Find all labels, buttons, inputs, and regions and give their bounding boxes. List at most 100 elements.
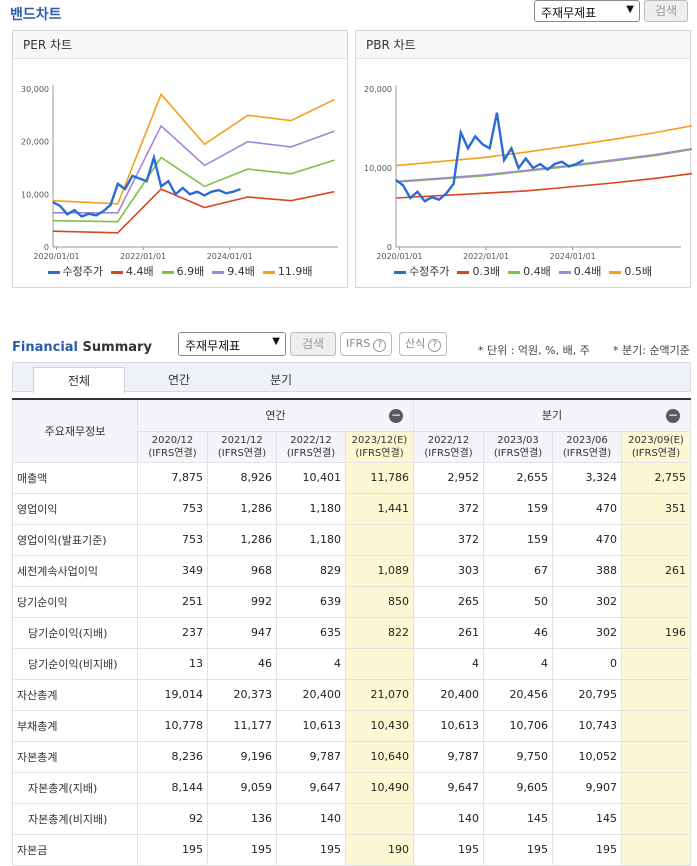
value-cell: 11,177 bbox=[207, 709, 277, 742]
fs-search-button[interactable]: 검색 bbox=[290, 332, 336, 356]
statement-type-select[interactable]: 주재무제표 ▼ bbox=[534, 0, 640, 22]
period-header: 2022/12 (IFRS연결) bbox=[413, 430, 484, 463]
value-cell: 1,089 bbox=[345, 554, 414, 587]
value-cell: 635 bbox=[276, 616, 346, 649]
band-search-button[interactable]: 검색 bbox=[644, 0, 688, 22]
value-cell: 265 bbox=[413, 585, 484, 618]
value-cell bbox=[621, 523, 691, 556]
series-line-2 bbox=[52, 156, 335, 223]
legend-swatch bbox=[262, 270, 275, 274]
value-cell: 8,144 bbox=[137, 771, 208, 804]
value-cell: 470 bbox=[552, 492, 622, 525]
row-label: 자본총계(비지배) bbox=[12, 802, 138, 835]
legend-label: 0.3배 bbox=[472, 265, 501, 278]
per-chart-legend: 수정주가 4.4배 6.9배 9.4배 11.9배 bbox=[13, 263, 347, 279]
period-header: 2023/06 (IFRS연결) bbox=[552, 430, 622, 463]
legend-item: 0.4배 bbox=[508, 263, 551, 279]
series-line-3 bbox=[52, 124, 335, 214]
value-cell: 195 bbox=[276, 833, 346, 866]
y-tick-label: 20,000 bbox=[21, 138, 49, 147]
series-line-0 bbox=[52, 152, 241, 218]
legend-label: 6.9배 bbox=[176, 265, 205, 278]
table-row: 자본총계 8,236 9,196 9,787 10,640 9,787 9,750 10,05… bbox=[12, 740, 691, 773]
x-tick-label: 2020/01/01 bbox=[33, 252, 79, 261]
tab-annual[interactable]: 연간 bbox=[167, 373, 191, 387]
y-tick-label: 20,000 bbox=[364, 85, 392, 94]
value-cell: 261 bbox=[621, 554, 691, 587]
row-label: 당기순이익(비지배) bbox=[12, 647, 138, 680]
unit-note: * 단위 : 억원, %, 배, 주 bbox=[478, 344, 590, 357]
legend-swatch bbox=[457, 270, 470, 274]
x-tick-label: 2020/01/01 bbox=[376, 252, 422, 261]
period-header: 2023/03 (IFRS연결) bbox=[483, 430, 553, 463]
table-row: 당기순이익(지배) 237 947 635 822 261 46 302 196 bbox=[12, 616, 691, 649]
value-cell: 196 bbox=[621, 616, 691, 649]
ifrs-help-button[interactable]: IFRS? bbox=[340, 332, 393, 356]
value-cell: 10,743 bbox=[552, 709, 622, 742]
formula-help-button[interactable]: 산식? bbox=[399, 332, 448, 356]
row-label: 부채총계 bbox=[12, 709, 138, 742]
period-basis: (IFRS연결) bbox=[148, 447, 197, 459]
collapse-annual-icon[interactable]: − bbox=[389, 408, 403, 423]
value-cell: 261 bbox=[413, 616, 484, 649]
per-chart-plot: 0 10,000 20,000 30,000 2020/01/01 2022/01/01 2… bbox=[21, 85, 338, 261]
value-cell: 4 bbox=[413, 647, 484, 680]
legend-item: 9.4배 bbox=[212, 263, 255, 279]
financial-summary-table: 주요재무정보 연간 − 분기 − 2020/12 (IFRS연결) 2021/12(… bbox=[12, 398, 691, 866]
value-cell: 20,373 bbox=[207, 678, 277, 711]
question-icon: ? bbox=[373, 339, 387, 352]
financial-table-body: 매출액 7,875 8,926 10,401 11,786 2,952 2,655 3,324… bbox=[12, 461, 691, 866]
value-cell: 20,456 bbox=[483, 678, 553, 711]
value-cell: 753 bbox=[137, 492, 208, 525]
value-cell: 9,907 bbox=[552, 771, 622, 804]
legend-label: 9.4배 bbox=[227, 265, 255, 278]
period-basis: (IFRS연결) bbox=[562, 447, 612, 459]
ifrs-label: IFRS bbox=[346, 337, 371, 350]
period-label: 2022/12 bbox=[427, 434, 470, 446]
value-cell: 2,952 bbox=[413, 461, 484, 494]
period-basis: (IFRS연결) bbox=[217, 447, 267, 459]
value-cell: 302 bbox=[552, 585, 622, 618]
legend-swatch bbox=[47, 270, 60, 274]
tab-all[interactable]: 전체 bbox=[33, 367, 125, 394]
value-cell: 9,605 bbox=[483, 771, 553, 804]
per-chart-title: PER 차트 bbox=[13, 31, 347, 59]
value-cell: 13 bbox=[137, 647, 208, 680]
value-cell: 850 bbox=[345, 585, 414, 618]
table-row: 영업이익 753 1,286 1,180 1,441 372 159 470 351 bbox=[12, 492, 691, 525]
period-tab-bar: 전체 연간 분기 bbox=[12, 362, 691, 394]
fs-statement-select[interactable]: 주재무제표 ▼ bbox=[178, 332, 286, 356]
quarter-group-label: 분기 bbox=[541, 409, 563, 423]
period-label: 2022/12 bbox=[290, 434, 332, 446]
period-basis: (IFRS연결) bbox=[355, 447, 404, 459]
table-row: 영업이익(발표기준) 753 1,286 1,180 372 159 470 bbox=[12, 523, 691, 556]
value-cell: 195 bbox=[552, 833, 622, 866]
y-tick-label: 10,000 bbox=[364, 164, 392, 173]
value-cell: 50 bbox=[483, 585, 553, 618]
row-label: 당기순이익 bbox=[12, 585, 138, 618]
value-cell: 9,787 bbox=[276, 740, 346, 773]
value-cell bbox=[621, 647, 691, 680]
period-label: 2023/09(E) bbox=[628, 434, 684, 446]
tab-quarter[interactable]: 분기 bbox=[269, 373, 293, 387]
value-cell: 822 bbox=[345, 616, 414, 649]
legend-item: 수정주가 bbox=[394, 263, 449, 279]
value-cell bbox=[621, 709, 691, 742]
value-cell bbox=[621, 802, 691, 835]
legend-swatch bbox=[609, 270, 622, 274]
financial-summary-title-b: Summary bbox=[82, 340, 152, 355]
value-cell bbox=[621, 833, 691, 866]
value-cell: 372 bbox=[413, 492, 484, 525]
period-header: 2023/12(E) (IFRS연결) bbox=[345, 430, 414, 463]
legend-label: 수정주가 bbox=[409, 265, 450, 278]
value-cell: 190 bbox=[345, 833, 414, 866]
value-cell: 145 bbox=[483, 802, 553, 835]
value-cell: 46 bbox=[207, 647, 277, 680]
legend-swatch bbox=[212, 270, 225, 274]
value-cell: 67 bbox=[483, 554, 553, 587]
collapse-quarter-icon[interactable]: − bbox=[666, 408, 680, 423]
series-line-1 bbox=[395, 172, 692, 199]
value-cell: 20,400 bbox=[276, 678, 346, 711]
value-cell: 388 bbox=[552, 554, 622, 587]
legend-label: 0.4배 bbox=[573, 265, 602, 278]
